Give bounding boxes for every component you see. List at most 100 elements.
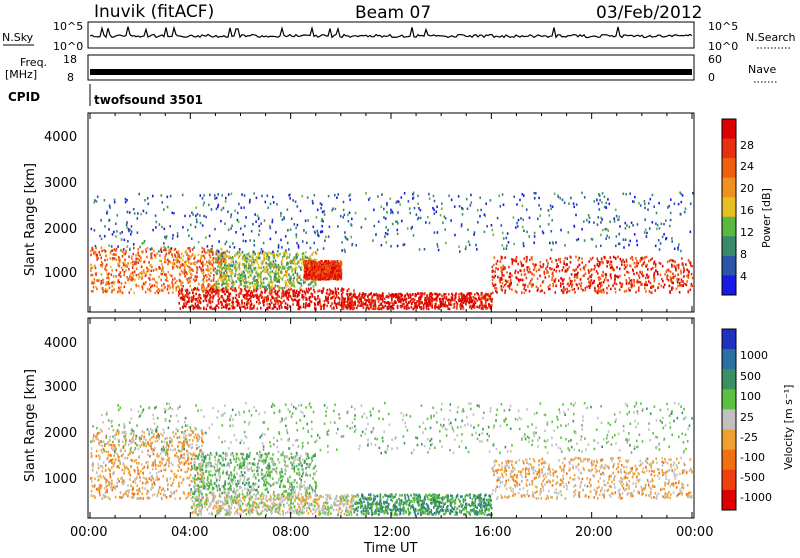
power-cell — [562, 199, 564, 202]
power-cell — [217, 253, 219, 256]
power-cell — [482, 297, 484, 300]
power-cell — [297, 262, 299, 265]
power-cell — [539, 275, 541, 278]
power-cell — [95, 251, 97, 254]
power-cell — [220, 301, 222, 304]
power-cell — [279, 266, 281, 269]
power-cell — [491, 304, 493, 307]
power-cell — [231, 282, 233, 285]
power-cell — [270, 203, 272, 206]
power-cell — [193, 278, 195, 281]
power-cell — [522, 279, 524, 282]
power-cell — [566, 291, 568, 294]
power-cell — [491, 298, 493, 301]
power-cell — [317, 232, 319, 235]
power-cell — [291, 298, 293, 301]
power-cell — [253, 305, 255, 308]
power-cell — [203, 294, 205, 297]
power-cell — [258, 218, 260, 221]
power-cell — [205, 252, 207, 255]
power-cell — [238, 293, 240, 296]
power-cell — [340, 215, 342, 218]
power-cell — [347, 214, 349, 217]
power-cell — [188, 235, 190, 238]
power-cell — [314, 231, 316, 234]
power-cell — [321, 269, 323, 272]
power-cell — [598, 203, 600, 206]
power-cell — [233, 287, 235, 290]
power-cell — [365, 218, 367, 221]
power-cell — [275, 264, 277, 267]
power-cell — [204, 263, 206, 266]
power-cell — [115, 235, 117, 238]
power-cell — [519, 269, 521, 272]
power-cell — [431, 297, 433, 300]
power-cell — [319, 300, 321, 303]
power-cell — [211, 245, 213, 248]
power-cell — [130, 273, 132, 276]
power-cell — [147, 247, 149, 250]
power-cell — [185, 295, 187, 298]
power-cell — [608, 285, 610, 288]
power-cell — [500, 285, 502, 288]
power-cell — [341, 289, 343, 292]
power-cell — [638, 289, 640, 292]
power-cell — [327, 289, 329, 292]
power-cell — [287, 285, 289, 288]
power-cell — [612, 268, 614, 271]
power-cb-tick-4: 4 — [740, 270, 747, 283]
power-cell — [602, 192, 604, 195]
power-cell — [184, 261, 186, 264]
power-cell — [130, 233, 132, 236]
power-cell — [426, 299, 428, 302]
power-cell — [285, 235, 287, 238]
power-cell — [203, 255, 205, 257]
power-cell — [459, 205, 461, 208]
power-cell — [284, 293, 286, 296]
power-cell — [492, 292, 494, 295]
power-cell — [187, 229, 189, 232]
power-cell — [692, 277, 694, 280]
power-cell — [386, 211, 388, 214]
power-cell — [461, 225, 463, 228]
power-cell — [404, 297, 406, 300]
power-cell — [562, 289, 564, 292]
power-cell — [279, 287, 281, 290]
power-cell — [256, 301, 258, 304]
power-cell — [269, 307, 271, 310]
power-cell — [125, 198, 127, 201]
power-cell — [138, 285, 140, 288]
power-cell — [347, 238, 349, 241]
power-cell — [399, 293, 401, 296]
power-cell — [495, 267, 497, 270]
power-cell — [416, 213, 418, 216]
power-cell — [335, 277, 337, 280]
power-cell — [506, 247, 508, 250]
power-cell — [344, 300, 346, 303]
power-cell — [558, 258, 560, 261]
power-cell — [323, 287, 325, 290]
power-cell — [563, 292, 565, 295]
power-cell — [356, 307, 358, 310]
power-cell — [264, 296, 266, 299]
nave-tick-top: 60 — [708, 53, 722, 66]
power-cell — [279, 300, 281, 303]
power-cell — [218, 263, 220, 266]
power-cell — [456, 301, 458, 304]
power-cell — [449, 301, 451, 304]
power-cell — [566, 288, 568, 291]
power-cell — [663, 286, 665, 289]
power-cell — [683, 267, 685, 270]
power-cell — [618, 219, 620, 222]
power-cell — [251, 303, 253, 306]
power-cell — [580, 278, 582, 281]
power-cell — [114, 248, 116, 251]
power-cell — [237, 252, 239, 255]
power-cell — [601, 201, 603, 204]
power-cell — [127, 279, 129, 282]
power-cell — [635, 257, 637, 260]
power-cell — [609, 221, 611, 224]
power-cell — [585, 289, 587, 292]
power-cell — [225, 275, 227, 278]
power-cell — [220, 258, 222, 261]
